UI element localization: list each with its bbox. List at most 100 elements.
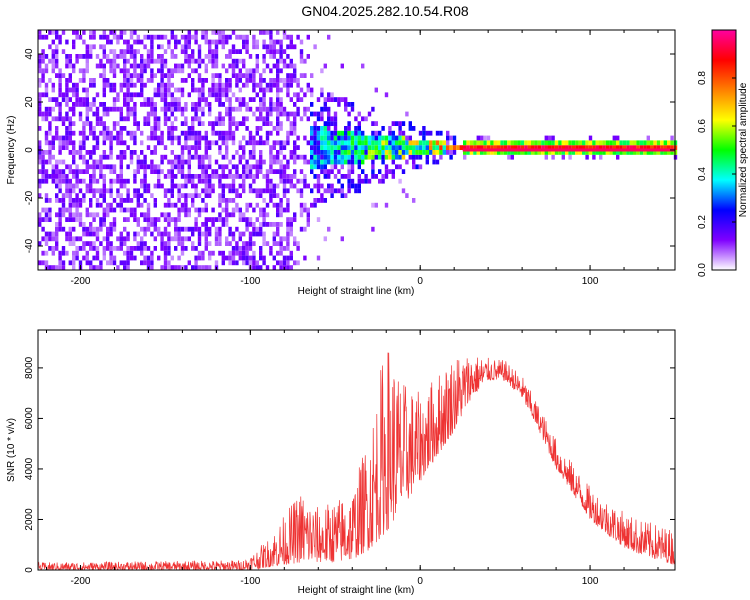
spectrogram-cell	[340, 164, 344, 170]
spectrogram-cell	[643, 145, 647, 150]
spectrogram-cell	[395, 121, 399, 126]
spectrogram-cell	[350, 164, 355, 170]
spectrogram-cell	[75, 82, 79, 88]
spectrogram-cell	[99, 202, 103, 208]
spectrogram-cell	[160, 169, 164, 174]
spectrogram-cell	[214, 39, 219, 45]
spectrogram-cell	[129, 97, 134, 102]
spectrogram-cell	[255, 68, 259, 74]
spectrogram-cell	[289, 73, 293, 78]
spectrogram-cell	[68, 198, 72, 203]
spectrogram-cell	[374, 87, 378, 93]
spectrogram-cell	[123, 102, 127, 107]
spectrogram-cell	[146, 188, 151, 194]
spectrogram-cell	[72, 241, 76, 246]
spectrogram-cell	[65, 63, 69, 69]
spectrogram-cell	[299, 49, 304, 54]
spectrogram-cell	[129, 150, 134, 155]
spectrogram-cell	[194, 140, 198, 146]
spectrogram-cell	[143, 178, 147, 184]
spectrogram-cell	[170, 140, 174, 146]
spectrogram-cell	[218, 164, 222, 170]
spectrogram-cell	[248, 78, 253, 83]
spectrogram-cell	[449, 150, 453, 155]
spectrogram-cell	[646, 140, 650, 146]
spectrogram-cell	[282, 207, 287, 213]
spectrogram-cell	[129, 44, 134, 50]
spectrogram-cell	[293, 68, 297, 74]
spectrogram-cell	[126, 164, 130, 170]
spectrogram-cell	[367, 111, 372, 117]
spectrogram-cell	[109, 154, 113, 160]
spectrogram-cell	[371, 226, 375, 232]
spectrogram-cell	[129, 250, 134, 256]
spectrogram-cell	[565, 145, 569, 150]
spectrogram-cell	[197, 49, 202, 54]
spectrogram-cell	[58, 73, 62, 78]
spectrogram-cell	[214, 130, 219, 136]
spectrogram-cell	[503, 145, 508, 150]
spectrogram-cell	[163, 226, 168, 232]
spectrogram-cell	[38, 178, 42, 184]
spectrogram-cell	[252, 154, 256, 160]
spectrogram-cell	[286, 82, 290, 88]
spectrogram-cell	[248, 130, 253, 136]
spectrogram-cell	[68, 116, 72, 122]
spectrogram-cell	[126, 97, 130, 102]
spectrogram-cell	[177, 106, 181, 112]
spectrogram-cell	[116, 193, 120, 198]
spectrogram-cell	[163, 193, 168, 198]
spectrogram-cell	[72, 145, 76, 150]
spectrogram-cell	[323, 126, 327, 131]
spectrogram-cell	[626, 140, 630, 146]
spectrogram-cell	[323, 236, 327, 242]
spectrogram-cell	[272, 159, 276, 165]
spectrogram-cell	[146, 34, 151, 40]
spectrogram-cell	[262, 217, 266, 222]
spectrogram-cell	[102, 183, 106, 189]
spectrogram-cell	[184, 140, 188, 146]
spectrogram-cell	[558, 145, 562, 150]
spectrogram-cell	[126, 106, 130, 112]
spectrogram-cell	[51, 265, 55, 270]
spectrogram-cell	[191, 130, 195, 136]
spectrogram-cell	[218, 111, 222, 117]
spectrogram-cell	[480, 150, 484, 155]
spectrogram-cell	[123, 82, 127, 88]
spectrogram-cell	[548, 150, 552, 155]
spectrogram-cell	[289, 265, 293, 270]
spectrogram-cell	[262, 140, 266, 146]
spectrogram-cell	[211, 174, 215, 179]
spectrogram-cell	[116, 135, 120, 141]
spectrogram-cell	[265, 63, 270, 69]
spectrogram-cell	[38, 154, 42, 160]
spectrogram-cell	[92, 126, 96, 131]
spectrogram-cell	[218, 130, 222, 136]
spectrogram-cell	[357, 126, 361, 131]
spectrogram-cell	[269, 164, 273, 170]
spectrogram-cell	[167, 44, 171, 50]
spectrogram-cell	[208, 250, 212, 256]
spectrogram-cell	[344, 174, 348, 179]
spectrogram-cell	[109, 226, 113, 232]
spectrogram-cell	[245, 73, 249, 78]
spectrogram-cell	[174, 164, 178, 170]
spectrogram-cell	[208, 265, 212, 270]
spectrogram-cell	[218, 202, 222, 208]
spectrogram-cell	[55, 63, 59, 69]
spectrogram-cell	[208, 49, 212, 54]
spectrogram-cell	[306, 207, 310, 213]
spectrogram-cell	[48, 111, 52, 117]
spectrogram-cell	[225, 97, 229, 102]
spectrogram-cell	[95, 145, 100, 150]
spectrogram-cell	[306, 183, 310, 189]
spectrogram-cell	[109, 183, 113, 189]
spectrogram-cell	[75, 202, 79, 208]
spectrogram-cell	[279, 58, 283, 64]
spectrogram-cell	[293, 150, 297, 155]
spectrogram-cell	[276, 260, 280, 266]
spectrogram-cell	[432, 150, 436, 155]
spectrogram-cell	[129, 135, 134, 141]
spectrogram-cell	[99, 58, 103, 64]
